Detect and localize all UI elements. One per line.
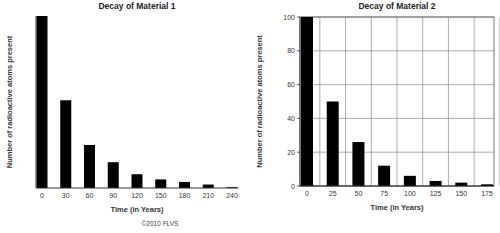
bar [301,17,313,186]
y-axis-title: Number of radioactive atoms present [5,35,14,168]
x-tick-label: 75 [380,190,388,197]
y-tick-label: 80 [287,47,295,54]
x-tick-label: 240 [226,192,238,199]
grid-line [397,17,398,186]
x-tick-label: 150 [455,190,467,197]
x-tick-label: 90 [109,192,117,199]
x-tick-label: 125 [430,190,442,197]
x-tick-label: 50 [355,190,363,197]
x-tick-label: 210 [202,192,214,199]
bar [155,179,166,188]
y-tick-label: 100 [283,14,295,21]
bar [108,162,119,188]
y-tick [297,84,300,85]
x-tick-label: 30 [62,192,70,199]
y-tick-label: 20 [287,149,295,156]
x-tick-label: 175 [481,190,493,197]
bar [60,100,71,188]
bars [37,16,238,188]
bar [179,182,190,188]
x-axis-title: Time (in Years) [110,205,164,214]
x-axis [36,188,238,189]
y-axis [36,16,37,188]
x-axis-title: Time (in Years) [370,203,424,212]
bar [37,16,48,188]
y-axis [300,17,301,186]
bar [327,102,339,187]
y-tick-label: 0 [291,183,295,190]
y-tick [297,50,300,51]
figure: Decay of Material 1 0 30 60 90 120 150 180 210 24… [0,0,500,233]
y-tick-label: 60 [287,81,295,88]
grid-line [499,17,500,186]
chart-1: Decay of Material 1 0 30 60 90 120 150 180 210 24… [5,1,238,214]
x-tick-label: 60 [86,192,94,199]
bar [378,166,390,186]
grid-line [422,17,423,186]
plot-frame [300,17,494,186]
bar [84,145,95,188]
x-tick-label: 0 [305,190,309,197]
x-tick-label: 0 [40,192,44,199]
credit: ©2010 FLVS [142,220,179,227]
x-tick-label: 150 [155,192,167,199]
bar [430,181,442,186]
y-tick [297,17,300,18]
bar [352,142,364,186]
grid-line [300,186,494,187]
y-tick-label: 40 [287,115,295,122]
grid-line [345,17,346,186]
x-tick-label: 100 [404,190,416,197]
chart-2: Decay of Material 2 0 20 40 60 80 100 0 25 50 75 10… [255,1,500,212]
x-tick-label: 120 [131,192,143,199]
grid-line [371,17,372,186]
grid-line [474,17,475,186]
bar [132,174,143,188]
bar [203,185,214,188]
y-tick [297,186,300,187]
bars [301,17,493,186]
x-tick-label: 25 [329,190,337,197]
x-axis [300,186,494,187]
bar [455,183,467,186]
bar [404,176,416,186]
y-tick [297,118,300,119]
chart-title: Decay of Material 1 [98,1,175,11]
grid-line [319,17,320,186]
chart-title: Decay of Material 2 [358,1,435,11]
y-axis-title: Number of radioactive atoms present [255,35,264,168]
y-tick [297,152,300,153]
x-tick-label: 180 [179,192,191,199]
grid-line [448,17,449,186]
